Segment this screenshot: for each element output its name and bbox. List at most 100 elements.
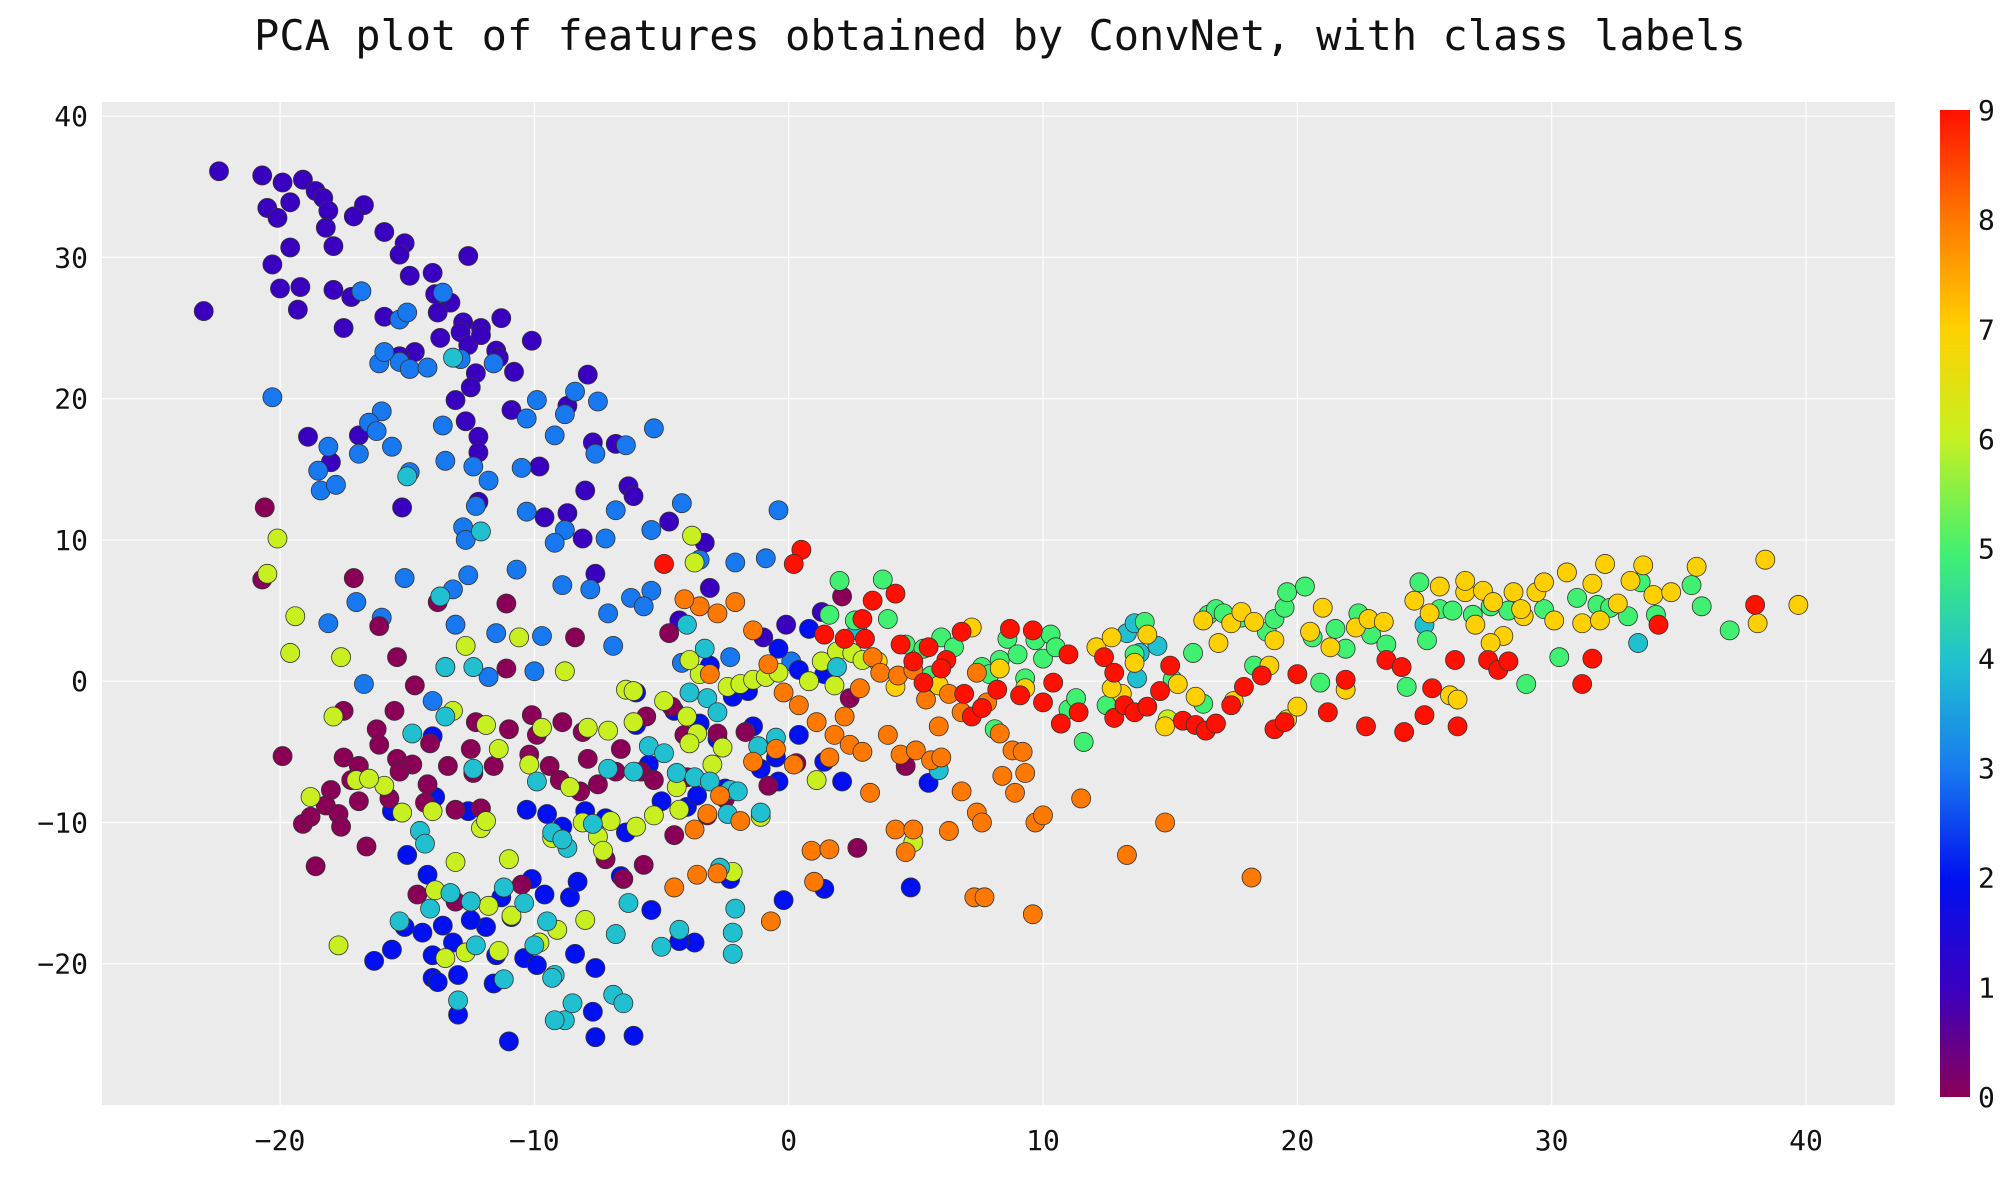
data-point-class-5: [1295, 576, 1315, 597]
data-point-class-8: [801, 840, 822, 861]
data-point-class-9: [1447, 716, 1468, 737]
data-points: [193, 161, 1809, 1052]
data-point-class-4: [697, 688, 718, 709]
data-point-class-8: [966, 662, 987, 683]
data-point-class-0: [643, 770, 664, 790]
data-point-class-9: [1150, 681, 1170, 701]
data-point-class-3: [643, 418, 664, 439]
data-point-class-2: [773, 890, 794, 911]
data-point-class-6: [280, 643, 301, 663]
data-point-class-7: [1572, 613, 1593, 634]
data-point-class-6: [501, 905, 522, 926]
data-point-class-4: [562, 993, 583, 1014]
data-point-class-6: [519, 754, 540, 775]
data-point-class-3: [326, 474, 346, 495]
data-point-class-1: [389, 244, 410, 265]
data-point-class-3: [755, 548, 776, 569]
data-point-class-7: [1607, 593, 1628, 614]
colorbar-tick-label: 6: [1978, 423, 1995, 456]
data-point-class-1: [534, 507, 555, 528]
data-point-class-6: [623, 681, 644, 701]
data-point-class-7: [1544, 610, 1565, 631]
data-point-class-9: [951, 621, 972, 642]
data-point-class-7: [1155, 716, 1175, 737]
colorbar-tick-label: 7: [1978, 313, 1995, 346]
data-point-class-5: [1567, 587, 1587, 608]
data-point-class-3: [595, 528, 616, 549]
data-point-class-7: [1595, 554, 1615, 574]
data-point-class-3: [486, 623, 507, 644]
data-point-class-3: [544, 532, 565, 553]
data-point-class-8: [699, 664, 720, 685]
data-point-class-8: [870, 662, 891, 683]
data-point-class-5: [1073, 732, 1094, 752]
data-point-class-0: [333, 747, 354, 768]
data-point-class-6: [623, 712, 644, 733]
data-point-class-8: [687, 864, 708, 885]
colorbar-tick-label: 1: [1978, 971, 1995, 1004]
data-point-class-7: [1643, 585, 1664, 605]
data-point-class-1: [252, 165, 273, 186]
data-point-class-7: [1557, 562, 1577, 583]
data-point-class-1: [323, 236, 344, 256]
data-point-class-3: [478, 470, 499, 491]
data-point-class-5: [872, 569, 893, 590]
data-point-class-5: [1396, 676, 1417, 697]
data-point-class-9: [1582, 648, 1603, 669]
data-point-class-6: [359, 768, 379, 789]
data-point-class-9: [890, 634, 911, 655]
data-point-class-6: [392, 802, 413, 823]
data-point-class-6: [455, 635, 476, 656]
data-point-class-3: [435, 450, 456, 471]
data-point-class-8: [819, 839, 840, 860]
data-point-class-9: [1445, 650, 1465, 670]
data-point-class-0: [272, 746, 293, 766]
colorbar-tick-label: 8: [1978, 204, 1995, 237]
data-point-class-4: [463, 657, 484, 677]
data-point-class-9: [855, 628, 875, 649]
data-point-class-8: [931, 747, 952, 768]
data-point-class-5: [1183, 643, 1203, 663]
data-point-class-5: [1719, 620, 1740, 641]
data-point-class-0: [369, 734, 390, 755]
data-point-class-3: [308, 460, 329, 481]
data-point-class-9: [1394, 722, 1415, 742]
data-point-class-2: [567, 871, 588, 892]
data-point-class-9: [1033, 692, 1053, 713]
y-tick-label: −10: [37, 806, 88, 839]
data-point-class-8: [707, 603, 728, 624]
data-point-class-1: [298, 426, 318, 447]
data-point-class-6: [285, 606, 306, 627]
data-point-class-0: [389, 761, 410, 782]
data-point-class-4: [707, 702, 728, 723]
data-point-class-5: [877, 609, 898, 629]
data-point-class-9: [1221, 695, 1242, 716]
data-point-class-9: [1022, 620, 1043, 641]
data-point-class-8: [788, 695, 809, 716]
data-point-class-7: [1124, 652, 1145, 673]
data-point-class-9: [1010, 685, 1031, 706]
data-point-class-8: [725, 592, 746, 612]
data-point-class-8: [766, 739, 786, 759]
data-point-class-0: [539, 756, 560, 776]
data-point-class-7: [1419, 603, 1440, 624]
data-point-class-5: [1691, 596, 1712, 617]
data-point-class-8: [1117, 845, 1137, 865]
data-point-class-3: [565, 381, 585, 402]
data-point-class-2: [582, 1001, 603, 1022]
data-point-class-9: [1287, 664, 1308, 685]
data-point-class-3: [354, 674, 374, 694]
data-point-class-0: [633, 854, 654, 875]
data-point-class-6: [806, 770, 827, 790]
y-tick-label: 0: [71, 665, 88, 698]
colorbar-tick-label: 2: [1978, 862, 1995, 895]
data-point-class-9: [852, 609, 873, 629]
data-point-class-9: [972, 698, 992, 718]
data-point-class-6: [626, 816, 646, 837]
data-point-class-6: [422, 801, 443, 822]
data-point-class-5: [1310, 672, 1331, 693]
data-point-class-1: [577, 364, 598, 385]
data-point-class-8: [972, 812, 992, 833]
data-point-class-5: [1549, 647, 1570, 668]
x-tick-label: −20: [255, 1124, 306, 1157]
